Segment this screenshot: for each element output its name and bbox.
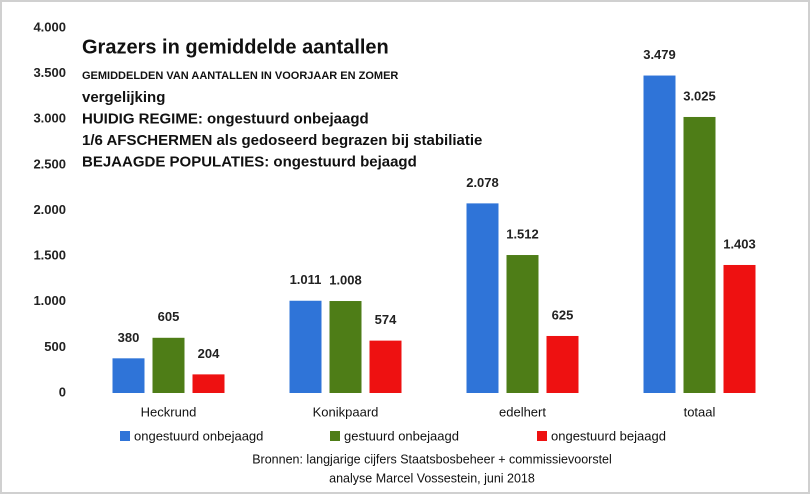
annotation: 1/6 AFSCHERMEN als gedoseerd begrazen bi… bbox=[82, 132, 482, 149]
bar bbox=[723, 264, 756, 393]
bar bbox=[643, 75, 676, 393]
y-tick-label: 3.500 bbox=[33, 65, 66, 80]
x-tick-label: Heckrund bbox=[141, 404, 197, 419]
bar bbox=[329, 301, 362, 393]
y-tick-label: 1.500 bbox=[33, 248, 66, 263]
bar bbox=[289, 300, 322, 393]
legend-swatch bbox=[120, 431, 130, 441]
bar bbox=[466, 203, 499, 393]
legend-label: ongestuurd bejaagd bbox=[551, 428, 666, 443]
value-label: 1.008 bbox=[329, 272, 362, 287]
annotation: vergelijking bbox=[82, 89, 165, 106]
bar bbox=[112, 358, 145, 393]
y-tick-label: 500 bbox=[44, 339, 66, 354]
value-label: 574 bbox=[375, 312, 397, 327]
x-tick-label: edelhert bbox=[499, 404, 546, 419]
bar bbox=[152, 337, 185, 393]
value-label: 1.512 bbox=[506, 226, 539, 241]
legend-swatch bbox=[330, 431, 340, 441]
y-tick-label: 2.500 bbox=[33, 156, 66, 171]
source: Bronnen: langjarige cijfers Staatsbosbeh… bbox=[252, 452, 612, 466]
value-label: 380 bbox=[118, 330, 140, 345]
legend-label: gestuurd onbejaagd bbox=[344, 428, 459, 443]
x-tick-label: Konikpaard bbox=[313, 404, 379, 419]
y-tick-label: 2.000 bbox=[33, 202, 66, 217]
value-label: 2.078 bbox=[466, 175, 499, 190]
y-tick-label: 4.000 bbox=[33, 19, 66, 34]
value-label: 3.479 bbox=[643, 47, 676, 62]
annotation: HUIDIG REGIME: ongestuurd onbejaagd bbox=[82, 110, 369, 127]
value-label: 1.011 bbox=[290, 272, 322, 287]
legend-label: ongestuurd onbejaagd bbox=[134, 428, 263, 443]
x-tick-label: totaal bbox=[684, 404, 716, 419]
source: analyse Marcel Vossestein, juni 2018 bbox=[329, 471, 535, 485]
bar bbox=[369, 340, 402, 393]
y-tick-label: 0 bbox=[59, 384, 66, 399]
value-label: 625 bbox=[552, 307, 574, 322]
annotation: BEJAAGDE POPULATIES: ongestuurd bejaagd bbox=[82, 153, 417, 170]
chart-subtitle: GEMIDDELDEN VAN AANTALLEN IN VOORJAAR EN… bbox=[82, 70, 398, 82]
bar bbox=[192, 374, 225, 393]
bar bbox=[506, 255, 539, 393]
value-label: 204 bbox=[198, 346, 220, 361]
y-tick-label: 3.000 bbox=[33, 111, 66, 126]
chart-title: Grazers in gemiddelde aantallen bbox=[82, 36, 389, 58]
bar bbox=[546, 335, 579, 393]
value-label: 605 bbox=[158, 309, 180, 324]
y-tick-label: 1.000 bbox=[33, 293, 66, 308]
bar bbox=[683, 116, 716, 393]
value-label: 1.403 bbox=[723, 236, 756, 251]
legend-swatch bbox=[537, 431, 547, 441]
value-label: 3.025 bbox=[683, 88, 716, 103]
